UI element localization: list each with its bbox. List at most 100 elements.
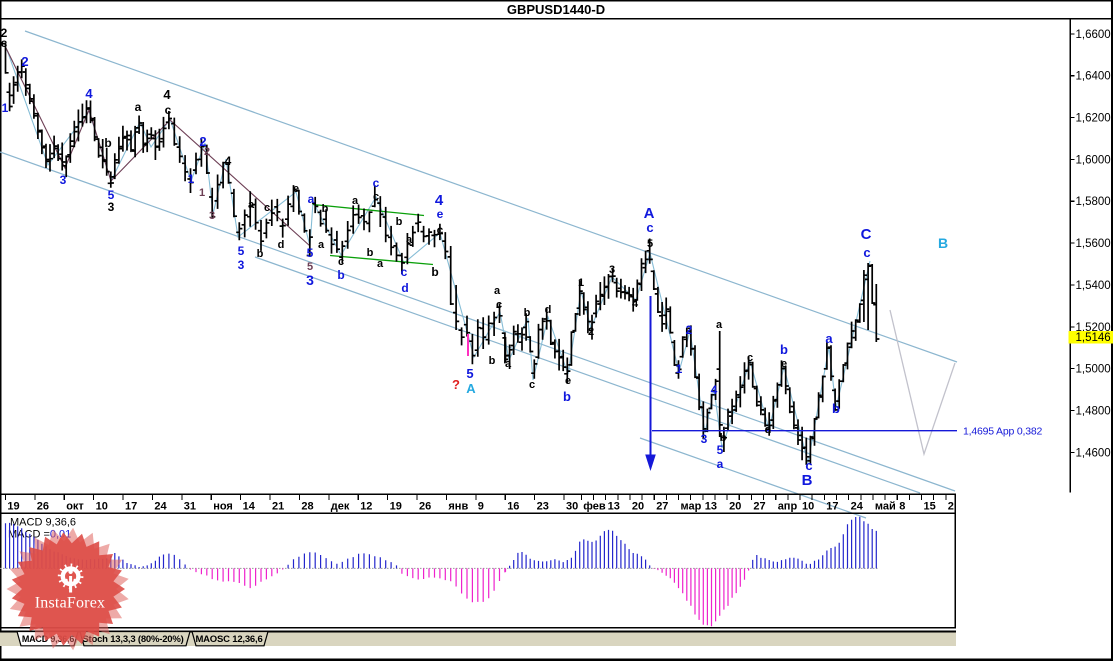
svg-text:b: b (780, 342, 788, 357)
svg-text:b: b (720, 432, 727, 444)
svg-text:c: c (747, 352, 753, 364)
svg-text:май: май (875, 501, 896, 513)
svg-text:c: c (805, 458, 812, 473)
svg-text:1,4695 App 0,382: 1,4695 App 0,382 (963, 426, 1042, 438)
svg-text:1,6200: 1,6200 (1076, 113, 1111, 125)
svg-text:5: 5 (307, 246, 314, 260)
svg-text:b: b (832, 401, 840, 416)
svg-text:c: c (646, 220, 653, 235)
svg-text:a: a (248, 199, 255, 211)
svg-text:a: a (318, 239, 325, 251)
svg-text:5: 5 (717, 443, 724, 457)
svg-text:c: c (437, 223, 444, 237)
svg-text:8: 8 (899, 501, 905, 513)
svg-text:e: e (437, 207, 444, 221)
svg-text:31: 31 (184, 501, 196, 513)
svg-text:26: 26 (37, 501, 49, 513)
svg-text:фев: фев (583, 501, 606, 513)
svg-text:1,5600: 1,5600 (1076, 238, 1111, 250)
svg-text:2: 2 (199, 134, 206, 149)
svg-text:23: 23 (537, 501, 549, 513)
svg-text:2: 2 (204, 146, 210, 158)
svg-text:b: b (524, 307, 531, 319)
svg-text:InstaForex: InstaForex (35, 595, 105, 612)
svg-text:5: 5 (466, 366, 473, 381)
svg-text:16: 16 (507, 501, 519, 513)
svg-text:1: 1 (199, 187, 205, 199)
svg-text:3: 3 (609, 264, 615, 276)
svg-text:1: 1 (676, 362, 683, 376)
svg-text:a: a (308, 192, 315, 206)
svg-text:b: b (396, 216, 403, 228)
svg-text:B: B (938, 235, 948, 251)
svg-text:a: a (352, 195, 359, 207)
svg-text:b: b (431, 265, 438, 279)
svg-text:c: c (373, 191, 379, 203)
svg-text:10: 10 (802, 501, 814, 513)
svg-text:24: 24 (154, 501, 167, 513)
svg-text:a: a (377, 258, 384, 270)
svg-text:1,4800: 1,4800 (1076, 406, 1111, 418)
svg-text:b: b (337, 268, 344, 282)
svg-text:дек: дек (331, 501, 350, 513)
svg-text:апр: апр (778, 501, 798, 513)
svg-text:b: b (367, 247, 374, 259)
svg-text:a: a (717, 457, 724, 471)
svg-text:1: 1 (2, 101, 9, 115)
svg-text:MAOSC 12,36,6: MAOSC 12,36,6 (195, 634, 262, 645)
svg-text:5: 5 (307, 261, 313, 273)
svg-text:A: A (466, 381, 476, 396)
svg-text:GBPUSD1440-D: GBPUSD1440-D (507, 2, 605, 17)
svg-text:1,6000: 1,6000 (1076, 154, 1111, 166)
svg-text:c: c (496, 299, 502, 311)
svg-text:17: 17 (826, 501, 838, 513)
svg-text:d: d (545, 304, 552, 316)
svg-text:c: c (401, 265, 408, 279)
svg-text:1,5200: 1,5200 (1076, 322, 1111, 334)
svg-text:a: a (825, 331, 833, 346)
svg-text:5: 5 (108, 188, 115, 202)
svg-text:d: d (278, 239, 285, 251)
svg-text:e: e (781, 358, 787, 370)
svg-text:ноя: ноя (213, 501, 233, 513)
svg-text:мар: мар (681, 501, 702, 513)
svg-text:4: 4 (435, 192, 444, 209)
svg-text:20: 20 (729, 501, 741, 513)
svg-text:A: A (644, 205, 655, 222)
svg-text:20: 20 (632, 501, 644, 513)
svg-text:1,6400: 1,6400 (1076, 71, 1111, 83)
svg-text:3: 3 (60, 173, 67, 187)
svg-text:Stoch 13,3,3 (80%-20%): Stoch 13,3,3 (80%-20%) (82, 634, 183, 645)
svg-text:3: 3 (701, 432, 708, 446)
svg-text:?: ? (452, 377, 460, 392)
svg-text:b: b (489, 355, 496, 367)
svg-text:3: 3 (306, 272, 314, 288)
svg-text:3: 3 (238, 258, 245, 272)
svg-text:c: c (264, 202, 270, 214)
svg-text:1,5000: 1,5000 (1076, 364, 1111, 376)
svg-text:a: a (406, 234, 413, 246)
svg-text:2: 2 (948, 501, 954, 513)
svg-text:MACD 9,36,6: MACD 9,36,6 (10, 517, 76, 529)
svg-text:4: 4 (163, 87, 171, 102)
svg-text:27: 27 (656, 501, 668, 513)
svg-text:9: 9 (478, 501, 484, 513)
svg-text:1: 1 (188, 172, 195, 186)
svg-text:21: 21 (272, 501, 284, 513)
svg-text:c: c (165, 103, 172, 117)
svg-text:2: 2 (686, 323, 693, 337)
svg-text:4: 4 (85, 86, 93, 101)
svg-text:1,5400: 1,5400 (1076, 280, 1111, 292)
svg-text:4: 4 (711, 383, 718, 397)
svg-text:c: c (373, 176, 380, 190)
svg-text:2: 2 (21, 54, 28, 69)
svg-text:30: 30 (566, 501, 578, 513)
svg-text:2: 2 (1, 26, 8, 40)
svg-text:19: 19 (390, 501, 402, 513)
svg-text:d: d (765, 424, 772, 436)
svg-text:c: c (1, 36, 8, 50)
svg-text:a: a (135, 100, 142, 114)
svg-text:C: C (861, 226, 872, 243)
svg-text:b: b (104, 136, 111, 150)
svg-text:b: b (322, 203, 329, 215)
